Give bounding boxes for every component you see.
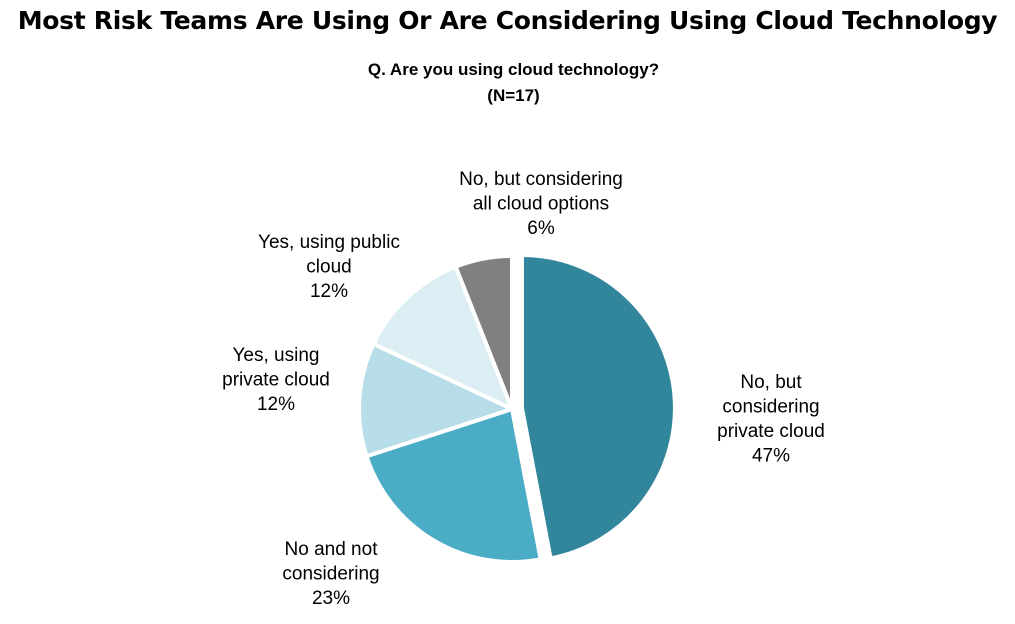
slice-label-line: cloud <box>306 257 351 278</box>
pie-slice <box>357 341 514 459</box>
slice-percent: 12% <box>257 394 295 415</box>
slice-label: No, but considering private cloud 47% <box>717 372 825 467</box>
slice-label-line: private cloud <box>717 421 825 442</box>
slice-percent: 47% <box>752 446 790 467</box>
slice-label-line: No and not <box>285 539 379 560</box>
chart-question: Q. Are you using cloud technology? <box>367 60 660 79</box>
slice-label: No and not considering 23% <box>282 539 379 609</box>
slice-label: Yes, using public cloud 12% <box>258 232 400 302</box>
slice-label-line: No, but considering <box>459 169 623 190</box>
pie-labels: No, but considering private cloud 47% No and… <box>222 169 825 609</box>
pie-slice <box>371 264 514 411</box>
slice-label-line: private cloud <box>222 370 330 391</box>
slice-percent: 6% <box>527 218 555 239</box>
slice-label-line: considering <box>722 397 819 418</box>
slice-label-line: all cloud options <box>473 194 609 215</box>
slice-percent: 12% <box>310 281 348 302</box>
chart-sample-size: (N=17) <box>487 86 540 105</box>
slice-label: No, but considering all cloud options 6% <box>459 169 623 239</box>
pie-slice <box>364 407 543 564</box>
slice-label-line: Yes, using <box>233 345 320 366</box>
pie-slice <box>519 253 677 561</box>
slice-label-line: No, but <box>740 372 802 393</box>
slice-label-line: considering <box>282 564 379 585</box>
page-title: Most Risk Teams Are Using Or Are Conside… <box>17 6 998 35</box>
slice-label: Yes, using private cloud 12% <box>222 345 330 415</box>
slice-label-line: Yes, using public <box>258 232 400 253</box>
pie-slice <box>453 254 514 411</box>
slice-percent: 23% <box>312 588 350 609</box>
pie-slices <box>357 253 677 564</box>
